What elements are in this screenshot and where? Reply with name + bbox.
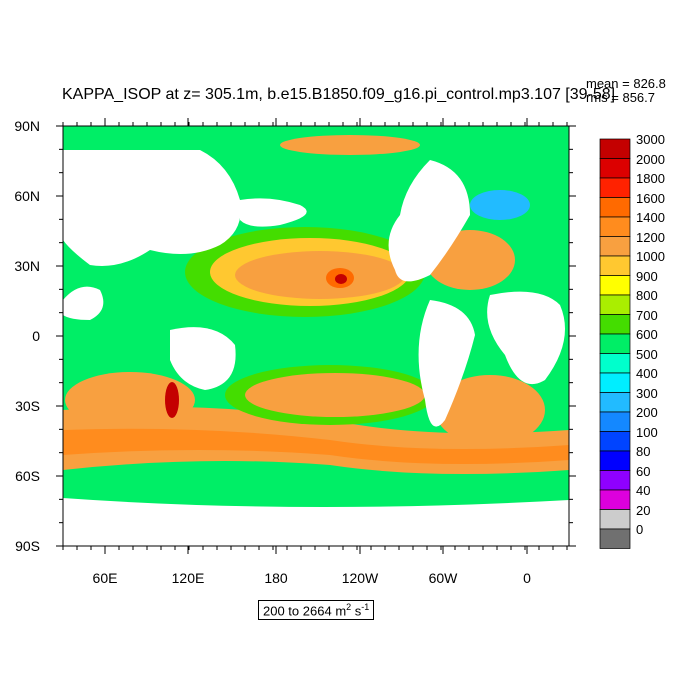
antarctica-land (63, 495, 569, 546)
units-label: 200 to 2664 m2 s-1 (258, 600, 375, 621)
colorbar-swatch (599, 158, 631, 179)
colorbar-label: 1800 (636, 171, 665, 186)
colorbar-label: 400 (636, 366, 658, 381)
lat-label-60n: 60N (14, 188, 40, 204)
colorbar-swatch (599, 528, 631, 549)
colorbar-label: 3000 (636, 132, 665, 147)
colorbar-label: 1200 (636, 229, 665, 245)
south-pacific-inner (245, 373, 425, 417)
colorbar-label: 20 (636, 502, 651, 518)
colorbar-swatch (599, 353, 631, 374)
colorbar-label: 40 (636, 483, 651, 498)
plot-title: KAPPA_ISOP at z= 305.1m, b.e15.B1850.f09… (62, 86, 616, 103)
colorbar-swatch (599, 216, 631, 237)
colorbar-swatch (599, 333, 631, 354)
colorbar-swatch (599, 489, 631, 510)
colorbar-swatch (599, 197, 631, 218)
colorbar-label: 900 (636, 268, 658, 284)
colorbar-swatch (599, 314, 631, 335)
colorbar (599, 138, 631, 549)
indian-ocean-high (65, 372, 195, 428)
australia-land (170, 327, 236, 390)
labrador-low (470, 190, 530, 220)
colorbar-swatch (599, 177, 631, 198)
lon-label-60w: 60W (428, 570, 458, 586)
colorbar-swatch (599, 294, 631, 315)
colorbar-swatch (599, 470, 631, 491)
units-mid: s (351, 603, 362, 619)
ocean-field (63, 126, 569, 546)
colorbar-swatch (599, 236, 631, 257)
colorbar-label: 60 (636, 463, 651, 479)
rms-stat: rms = 856.7 (586, 90, 656, 105)
colorbar-label: 0 (636, 522, 644, 537)
colorbar-swatch (599, 138, 631, 159)
colorbar-swatch (599, 255, 631, 276)
lon-label-120w: 120W (341, 570, 379, 586)
south-america-land (418, 300, 475, 427)
north-pacific-peak (335, 274, 347, 284)
lon-label-120e: 120E (171, 570, 205, 586)
southern-ocean-core (63, 428, 569, 464)
lat-label-30s: 30S (15, 398, 40, 414)
lon-label-60e: 60E (92, 570, 118, 586)
colorbar-label: 80 (636, 444, 651, 459)
north-pacific-inner (235, 251, 405, 299)
north-america-land (388, 160, 470, 282)
colorbar-label: 1000 (636, 249, 665, 264)
colorbar-swatch (599, 275, 631, 296)
colorbar-swatch (599, 372, 631, 393)
colorbar-swatch (599, 411, 631, 432)
units-exp1: 2 (346, 602, 352, 612)
colorbar-swatch (599, 431, 631, 452)
colorbar-label: 300 (636, 385, 658, 401)
lat-label-90n: 90N (14, 118, 40, 134)
colorbar-label: 700 (636, 307, 658, 323)
colorbar-label: 500 (636, 346, 658, 362)
units-exp2: -1 (361, 602, 370, 612)
lat-label-90s: 90S (15, 538, 40, 554)
colorbar-label: 800 (636, 288, 658, 303)
units-base: m (335, 603, 347, 619)
lat-label-60s: 60S (15, 468, 40, 484)
colorbar-label: 2000 (636, 151, 665, 167)
africa-land (487, 291, 565, 385)
colorbar-swatch (599, 509, 631, 530)
units-range: 200 to 2664 (263, 603, 332, 619)
colorbar-label: 1600 (636, 190, 665, 206)
axis-ticks (56, 118, 576, 554)
colorbar-label: 1400 (636, 210, 665, 225)
lon-label-0: 0 (523, 570, 531, 586)
eurasia-land (63, 150, 241, 266)
colorbar-label: 600 (636, 327, 658, 342)
lat-label-30n: 30N (14, 258, 40, 274)
arctic-high (280, 135, 420, 155)
mean-stat: mean = 826.8 (586, 76, 666, 91)
colorbar-swatch (599, 450, 631, 471)
south-atlantic-high (435, 375, 545, 445)
lat-label-0: 0 (32, 328, 40, 344)
antarctic-shelf (63, 480, 569, 508)
india-land (63, 286, 104, 320)
colorbar-label: 100 (636, 424, 658, 440)
colorbar-swatch (599, 392, 631, 413)
eurasia-east-land (240, 198, 307, 227)
lon-label-180: 180 (264, 570, 288, 586)
colorbar-label: 200 (636, 405, 658, 420)
agulhas-peak (165, 382, 179, 418)
